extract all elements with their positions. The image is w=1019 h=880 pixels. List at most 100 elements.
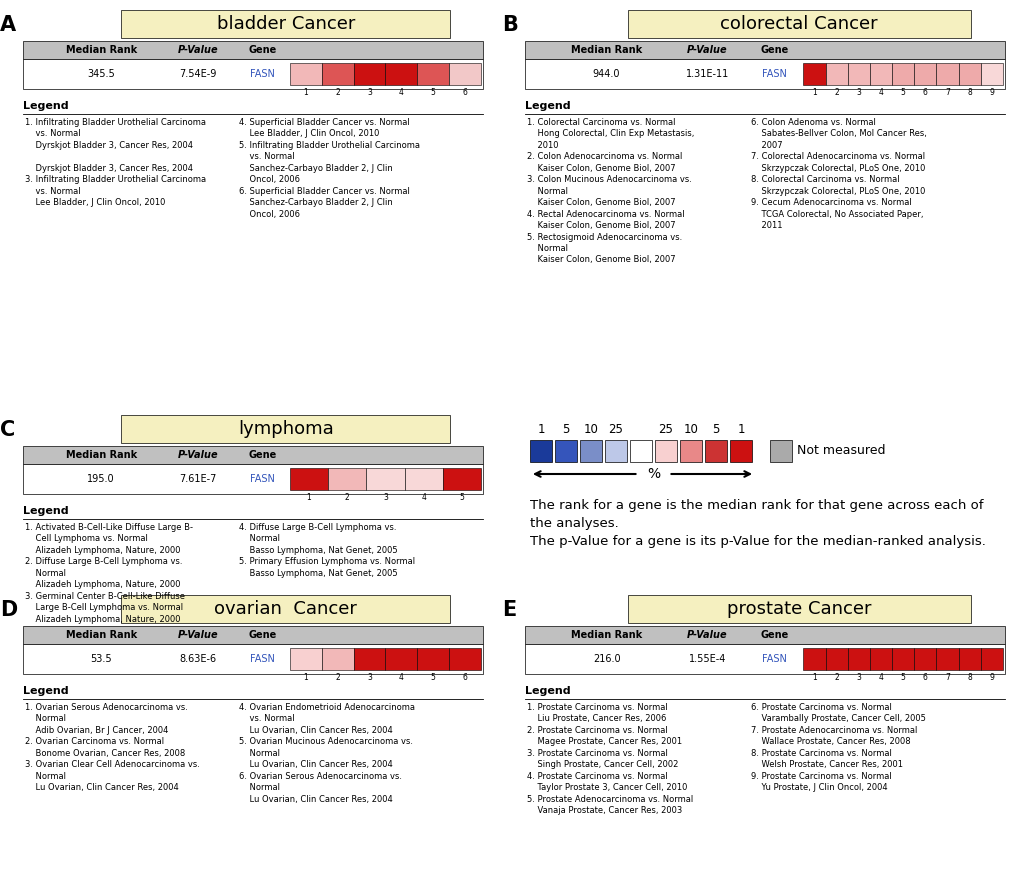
Text: Legend: Legend bbox=[23, 101, 68, 111]
Text: 5: 5 bbox=[430, 673, 435, 682]
Bar bbox=[627, 595, 970, 623]
Bar bbox=[525, 59, 1004, 89]
Text: 5: 5 bbox=[711, 423, 719, 436]
Bar bbox=[530, 440, 551, 462]
Text: Median Rank: Median Rank bbox=[65, 45, 137, 55]
Text: ovarian  Cancer: ovarian Cancer bbox=[214, 600, 357, 618]
Text: 1: 1 bbox=[303, 673, 308, 682]
Text: 3: 3 bbox=[367, 88, 372, 97]
Bar bbox=[980, 63, 1002, 84]
Text: 1.55E-4: 1.55E-4 bbox=[688, 654, 726, 664]
Text: 4: 4 bbox=[398, 673, 404, 682]
Text: 7.61E-7: 7.61E-7 bbox=[179, 474, 216, 484]
Bar bbox=[321, 63, 354, 84]
Bar bbox=[121, 415, 450, 443]
Bar bbox=[935, 63, 958, 84]
Text: Median Rank: Median Rank bbox=[571, 630, 642, 640]
Bar bbox=[913, 63, 935, 84]
Text: FASN: FASN bbox=[250, 654, 274, 664]
Text: Gene: Gene bbox=[760, 45, 788, 55]
Text: 4: 4 bbox=[421, 493, 426, 502]
Text: 9: 9 bbox=[988, 673, 994, 682]
Text: 5: 5 bbox=[459, 493, 464, 502]
Text: The rank for a gene is the median rank for that gene across each of: The rank for a gene is the median rank f… bbox=[530, 499, 982, 512]
Bar bbox=[869, 649, 892, 670]
Text: Median Rank: Median Rank bbox=[65, 630, 137, 640]
Text: Gene: Gene bbox=[760, 630, 788, 640]
Bar bbox=[803, 649, 824, 670]
Bar bbox=[23, 59, 483, 89]
Text: 4. Ovarian Endometrioid Adenocarcinoma
    vs. Normal
    Lu Ovarian, Clin Cance: 4. Ovarian Endometrioid Adenocarcinoma v… bbox=[239, 703, 415, 803]
Text: 1: 1 bbox=[811, 88, 816, 97]
Bar bbox=[321, 649, 354, 670]
Bar bbox=[869, 63, 892, 84]
Text: 216.0: 216.0 bbox=[592, 654, 620, 664]
Bar bbox=[417, 649, 448, 670]
Text: 8.63E-6: 8.63E-6 bbox=[179, 654, 216, 664]
Text: 1: 1 bbox=[737, 423, 744, 436]
Bar bbox=[23, 446, 483, 464]
Text: Legend: Legend bbox=[525, 101, 570, 111]
Text: 3: 3 bbox=[856, 88, 860, 97]
Bar bbox=[23, 41, 483, 59]
Text: 2: 2 bbox=[834, 673, 839, 682]
Text: 1. Colorectal Carcinoma vs. Normal
    Hong Colorectal, Clin Exp Metastasis,
   : 1. Colorectal Carcinoma vs. Normal Hong … bbox=[527, 118, 694, 264]
Text: 1.31E-11: 1.31E-11 bbox=[685, 69, 729, 79]
Text: 4: 4 bbox=[398, 88, 404, 97]
Text: FASN: FASN bbox=[250, 474, 274, 484]
Text: 10: 10 bbox=[683, 423, 698, 436]
Bar bbox=[525, 626, 1004, 644]
Text: 2: 2 bbox=[834, 88, 839, 97]
Text: 5: 5 bbox=[430, 88, 435, 97]
Text: 4: 4 bbox=[877, 673, 882, 682]
Bar bbox=[980, 649, 1002, 670]
Bar bbox=[405, 468, 442, 490]
Text: 25: 25 bbox=[658, 423, 673, 436]
Text: 3: 3 bbox=[367, 673, 372, 682]
Text: 7.54E-9: 7.54E-9 bbox=[179, 69, 216, 79]
Bar bbox=[289, 649, 321, 670]
Bar bbox=[417, 63, 448, 84]
Bar bbox=[580, 440, 601, 462]
Text: Legend: Legend bbox=[23, 506, 68, 516]
Bar bbox=[803, 63, 824, 84]
Text: Not measured: Not measured bbox=[796, 444, 884, 458]
Text: 6: 6 bbox=[463, 88, 467, 97]
Bar bbox=[385, 649, 417, 670]
Bar bbox=[354, 63, 385, 84]
Bar bbox=[892, 63, 913, 84]
Text: 6: 6 bbox=[922, 673, 927, 682]
Text: P-Value: P-Value bbox=[177, 450, 218, 460]
Text: 1: 1 bbox=[303, 88, 308, 97]
Bar bbox=[121, 10, 450, 38]
Text: E: E bbox=[501, 600, 516, 620]
Text: Gene: Gene bbox=[248, 450, 276, 460]
Text: 2: 2 bbox=[335, 88, 339, 97]
Text: 944.0: 944.0 bbox=[592, 69, 620, 79]
Text: 7: 7 bbox=[945, 88, 949, 97]
Text: B: B bbox=[501, 15, 518, 35]
Text: 5: 5 bbox=[561, 423, 570, 436]
Bar bbox=[824, 649, 847, 670]
Text: Median Rank: Median Rank bbox=[65, 450, 137, 460]
Bar bbox=[627, 10, 970, 38]
Bar bbox=[525, 41, 1004, 59]
Bar bbox=[704, 440, 727, 462]
Bar bbox=[289, 63, 321, 84]
Text: bladder Cancer: bladder Cancer bbox=[216, 15, 355, 33]
Bar bbox=[769, 440, 791, 462]
Text: prostate Cancer: prostate Cancer bbox=[727, 600, 870, 618]
Text: 345.5: 345.5 bbox=[88, 69, 115, 79]
Text: 4. Superficial Bladder Cancer vs. Normal
    Lee Bladder, J Clin Oncol, 2010
5. : 4. Superficial Bladder Cancer vs. Normal… bbox=[239, 118, 420, 218]
Bar bbox=[680, 440, 701, 462]
Text: 6: 6 bbox=[463, 673, 467, 682]
Text: 1: 1 bbox=[307, 493, 311, 502]
Bar bbox=[354, 649, 385, 670]
Text: 3: 3 bbox=[856, 673, 860, 682]
Bar bbox=[328, 468, 366, 490]
Bar bbox=[847, 63, 869, 84]
Text: Gene: Gene bbox=[248, 630, 276, 640]
Text: 3: 3 bbox=[382, 493, 387, 502]
Bar bbox=[23, 464, 483, 494]
Text: 7: 7 bbox=[945, 673, 949, 682]
